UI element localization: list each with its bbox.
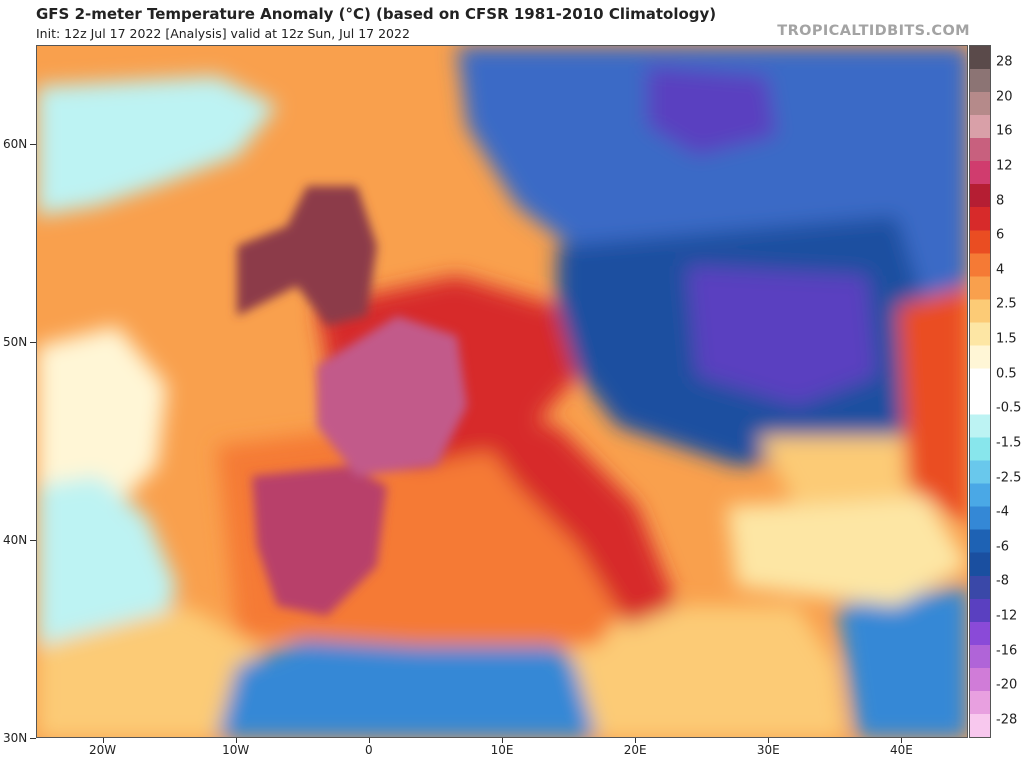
colorbar-label: 4 bbox=[996, 262, 1005, 278]
latitude-label: 60N bbox=[3, 137, 28, 151]
latitude-tick bbox=[30, 342, 36, 343]
colorbar-label: -20 bbox=[996, 677, 1018, 693]
latitude-tick bbox=[30, 540, 36, 541]
middle-east-cool-anomaly bbox=[837, 586, 967, 737]
iberia-heat-core bbox=[252, 466, 387, 616]
italy-balkans-warm-anomaly bbox=[457, 406, 677, 626]
colorbar-label: -0.5 bbox=[996, 400, 1022, 416]
north-africa-cool-anomaly bbox=[217, 626, 617, 737]
latitude-tick bbox=[30, 144, 36, 145]
colorbar-label: -12 bbox=[996, 608, 1018, 624]
valid-time-subtitle: Init: 12z Jul 17 2022 [Analysis] valid a… bbox=[36, 26, 410, 41]
colorbar-label: 2.5 bbox=[996, 296, 1017, 312]
source-watermark: TROPICALTIDBITS.COM bbox=[777, 23, 970, 39]
colorbar-label: 8 bbox=[996, 193, 1005, 209]
longitude-label: 40E bbox=[889, 743, 913, 757]
colorbar-label: -1.5 bbox=[996, 435, 1022, 451]
colorbar-label: 28 bbox=[996, 54, 1013, 70]
britain-heat-core bbox=[237, 186, 377, 326]
colorbar-label: -8 bbox=[996, 573, 1009, 589]
longitude-tick bbox=[635, 738, 637, 743]
colorbar bbox=[969, 45, 991, 738]
france-heat-core bbox=[317, 316, 467, 476]
longitude-label: 10W bbox=[222, 743, 250, 757]
colorbar-label: -28 bbox=[996, 712, 1018, 728]
colorbar-label: -2.5 bbox=[996, 470, 1022, 486]
colorbar-label: -4 bbox=[996, 504, 1009, 520]
longitude-tick bbox=[901, 738, 903, 743]
north-africa-warm-anomaly bbox=[557, 606, 847, 737]
latitude-label: 50N bbox=[3, 335, 28, 349]
colorbar-label: 16 bbox=[996, 123, 1013, 139]
longitude-tick bbox=[368, 738, 370, 743]
longitude-label: 10E bbox=[490, 743, 514, 757]
longitude-label: 30E bbox=[756, 743, 780, 757]
atlantic-cool-anomaly bbox=[37, 76, 277, 216]
colorbar-label: -6 bbox=[996, 539, 1009, 555]
turkey-anomaly bbox=[727, 496, 967, 606]
longitude-tick bbox=[235, 738, 237, 743]
northern-scandinavia-cool-core bbox=[647, 66, 777, 156]
colorbar-label: -16 bbox=[996, 643, 1018, 659]
latitude-label: 40N bbox=[3, 533, 28, 547]
latitude-label: 30N bbox=[3, 731, 28, 745]
southeast-russia-warm-anomaly bbox=[897, 286, 967, 525]
black-sea-anomaly bbox=[757, 436, 937, 506]
longitude-label: 0 bbox=[365, 743, 373, 757]
atlantic-warm-anomaly bbox=[37, 606, 257, 737]
map-title: GFS 2-meter Temperature Anomaly (°C) (ba… bbox=[36, 5, 717, 23]
longitude-label: 20E bbox=[623, 743, 647, 757]
colorbar-label: 12 bbox=[996, 158, 1013, 174]
longitude-label: 20W bbox=[88, 743, 117, 757]
temperature-anomaly-map bbox=[36, 45, 968, 738]
colorbar-label: 1.5 bbox=[996, 331, 1017, 347]
longitude-tick bbox=[502, 738, 503, 743]
colorbar-label: 20 bbox=[996, 89, 1013, 105]
latitude-tick bbox=[30, 738, 36, 739]
colorbar-label: 6 bbox=[996, 227, 1005, 243]
longitude-tick bbox=[768, 738, 770, 743]
longitude-tick bbox=[102, 738, 104, 743]
colorbar-label: 0.5 bbox=[996, 366, 1017, 382]
eastern-europe-strong-cool-core bbox=[687, 266, 877, 406]
